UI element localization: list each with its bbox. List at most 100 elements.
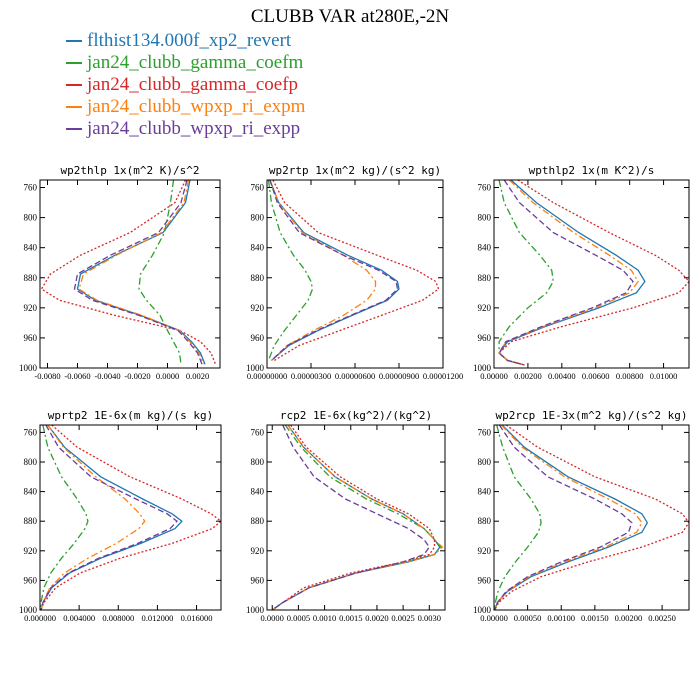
y-tick-label: 760 xyxy=(251,183,265,193)
x-tick-label: -0.0060 xyxy=(64,371,90,381)
y-tick-label: 920 xyxy=(478,303,492,313)
y-tick-label: 960 xyxy=(478,575,492,585)
x-tick-label: 0.0025 xyxy=(391,613,414,623)
y-tick-label: 1000 xyxy=(246,605,265,615)
x-tick-label: 0.00000000 xyxy=(247,371,287,381)
x-tick-label: 0.000000 xyxy=(24,613,56,623)
x-tick-label: 0.0005 xyxy=(287,613,310,623)
series-line-3 xyxy=(494,425,643,610)
y-tick-label: 880 xyxy=(24,273,38,283)
series-line-2 xyxy=(272,180,440,362)
plot-frame xyxy=(493,424,690,611)
panel-title: rcp2 1E-6x(kg^2)/(kg^2) xyxy=(280,409,432,422)
y-tick-label: 760 xyxy=(478,427,492,437)
figure-title: CLUBB VAR at280E,-2N xyxy=(250,6,450,27)
x-tick-label: 0.0015 xyxy=(339,613,362,623)
y-tick-label: 960 xyxy=(24,575,38,585)
x-tick-label: 0.00000 xyxy=(480,613,508,623)
series-line-2 xyxy=(494,425,689,610)
series-line-3 xyxy=(498,180,639,366)
x-tick-label: 0.00000300 xyxy=(291,371,331,381)
series-line-4 xyxy=(40,425,178,610)
y-tick-label: 880 xyxy=(478,516,492,526)
y-tick-label: 880 xyxy=(251,516,265,526)
series-line-3 xyxy=(269,180,377,361)
x-tick-label: 0.0000 xyxy=(261,613,284,623)
series-line-1 xyxy=(267,180,314,361)
x-tick-label: 0.00400 xyxy=(548,371,576,381)
x-tick-label: 0.00600 xyxy=(582,371,610,381)
series-line-3 xyxy=(78,180,205,365)
series-line-1 xyxy=(494,425,542,610)
panel-5: wp2rcp 1E-3x(m^2 kg)/(s^2 kg)760 800 840 88… xyxy=(473,409,690,623)
x-tick-label: 0.0000 xyxy=(156,371,179,381)
series-line-1 xyxy=(40,425,89,610)
x-tick-label: 0.00250 xyxy=(648,613,676,623)
y-tick-label: 800 xyxy=(24,213,38,223)
series-group xyxy=(40,180,217,365)
y-tick-label: 840 xyxy=(24,487,38,497)
x-tick-label: 0.0010 xyxy=(313,613,336,623)
legend-label: jan24_clubb_wpxp_ri_expp xyxy=(87,118,301,139)
y-tick-label: 880 xyxy=(24,516,38,526)
legend-swatch xyxy=(66,128,82,130)
x-tick-label: 0.01000 xyxy=(650,371,678,381)
series-line-4 xyxy=(269,180,399,361)
panel-0: wp2thlp 1x(m^2 K)/s^2 760 800 840 880 920 960 1… xyxy=(19,164,221,381)
panel-title: wp2rtp 1x(m^2 kg)/(s^2 kg) xyxy=(269,164,441,177)
legend-label: flthist134.000f_xp2_revert xyxy=(87,30,292,51)
series-group xyxy=(271,425,444,610)
panel-2: wpthlp2 1x(m K^2)/s 760 800 840 880 920 960 100… xyxy=(473,164,690,381)
x-tick-label: 0.012000 xyxy=(141,613,173,623)
y-tick-label: 800 xyxy=(251,457,265,467)
legend-swatch xyxy=(66,40,82,42)
plot-frame xyxy=(39,179,221,369)
series-line-4 xyxy=(271,425,431,610)
x-tick-label: 0.00001200 xyxy=(423,371,463,381)
y-tick-label: 960 xyxy=(251,333,265,343)
x-tick-label: 0.00000 xyxy=(480,371,508,381)
series-group xyxy=(267,180,440,362)
panel-title: wprtp2 1E-6x(m kg)/(s kg) xyxy=(48,409,214,422)
legend-item-3: jan24_clubb_wpxp_ri_expm xyxy=(66,96,305,118)
legend-swatch xyxy=(66,62,82,64)
x-tick-label: 0.00200 xyxy=(615,613,643,623)
legend-label: jan24_clubb_gamma_coefp xyxy=(87,74,299,95)
y-tick-label: 840 xyxy=(251,243,265,253)
x-tick-label: 0.00000600 xyxy=(335,371,375,381)
plot-frame xyxy=(266,424,446,611)
y-tick-label: 1000 xyxy=(246,363,265,373)
y-tick-label: 920 xyxy=(478,546,492,556)
legend-label: jan24_clubb_gamma_coefm xyxy=(87,52,304,73)
x-tick-label: 0.00050 xyxy=(514,613,542,623)
x-tick-label: 0.016000 xyxy=(181,613,213,623)
series-line-0 xyxy=(76,180,206,365)
y-tick-label: 760 xyxy=(24,427,38,437)
x-tick-label: 0.008000 xyxy=(102,613,134,623)
series-group xyxy=(498,180,689,366)
y-tick-label: 1000 xyxy=(473,363,492,373)
y-tick-label: 1000 xyxy=(19,363,38,373)
series-line-0 xyxy=(498,180,646,366)
y-tick-label: 840 xyxy=(478,243,492,253)
legend-item-0: flthist134.000f_xp2_revert xyxy=(66,30,305,52)
y-tick-label: 1000 xyxy=(473,605,492,615)
y-tick-label: 840 xyxy=(24,243,38,253)
series-line-2 xyxy=(40,425,221,610)
x-tick-label: 0.00800 xyxy=(616,371,644,381)
y-tick-label: 960 xyxy=(478,333,492,343)
y-tick-label: 760 xyxy=(478,183,492,193)
panel-title: wp2rcp 1E-3x(m^2 kg)/(s^2 kg) xyxy=(495,409,687,422)
y-tick-label: 1000 xyxy=(19,605,38,615)
y-tick-label: 960 xyxy=(251,575,265,585)
y-tick-label: 840 xyxy=(478,487,492,497)
x-tick-label: 0.0030 xyxy=(418,613,441,623)
x-tick-label: 0.00150 xyxy=(581,613,609,623)
series-group xyxy=(40,425,221,610)
y-tick-label: 960 xyxy=(24,333,38,343)
x-tick-label: 0.004000 xyxy=(63,613,95,623)
series-line-0 xyxy=(494,425,649,610)
panel-1: wp2rtp 1x(m^2 kg)/(s^2 kg) 760 800 840 880 92… xyxy=(246,164,463,381)
